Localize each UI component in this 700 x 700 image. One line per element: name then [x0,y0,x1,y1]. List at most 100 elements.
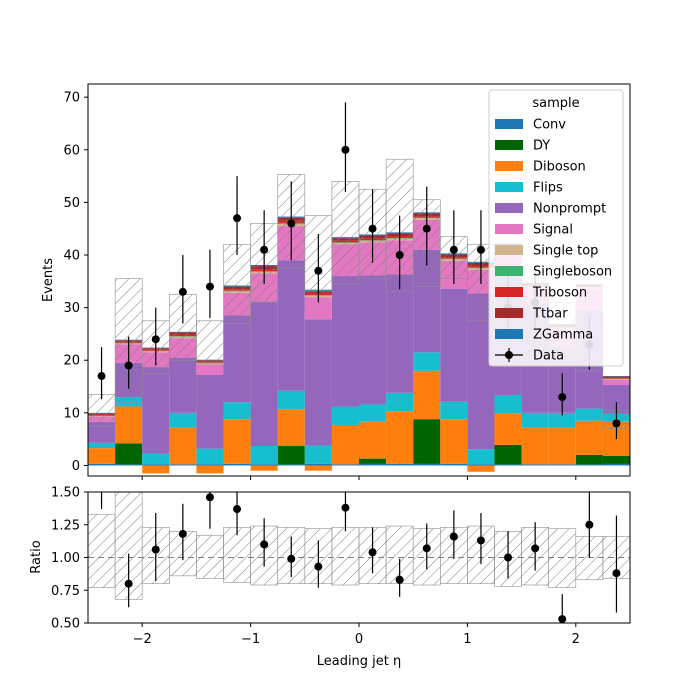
bar-nonprompt [250,301,278,447]
x-tick-label: 1 [463,632,471,647]
y-tick-label: 0 [72,459,80,474]
ratio-point [531,544,540,553]
legend: sample Conv DY Diboson Flips Nonprompt Signal… [488,89,624,367]
ratio-y-tick-label: 0.50 [51,617,80,632]
bar-diboson [196,465,224,474]
bar-flips [386,392,414,412]
data-point [124,361,133,370]
bar-flips [575,408,603,421]
bar-conv [602,463,630,466]
bar-diboson [169,427,197,465]
bar-flips [250,446,278,465]
bar-conv [304,463,332,466]
bar-triboson [602,377,630,379]
x-tick-label: 0 [355,632,363,647]
bar-flips [467,449,495,465]
bar-conv [575,464,603,466]
bar-nonprompt [304,319,332,446]
data-point [449,245,458,254]
bar-conv [413,463,441,466]
bar-conv [386,463,414,466]
x-tick-label: −2 [133,632,152,647]
data-point [314,266,323,275]
ratio-point [151,545,160,554]
legend-swatch [495,245,523,255]
ratio-point [205,493,214,502]
bar-singleboson [602,378,630,380]
ratio-point [233,505,242,514]
bar-conv [331,464,359,466]
bar-diboson [250,465,278,471]
ratio-y-tick-label: 1.50 [51,486,80,501]
legend-label: Ttbar [532,307,568,322]
legend-swatch [495,224,523,234]
bar-diboson [575,420,603,455]
ratio-point [124,579,133,588]
bar-zgamma [602,376,630,377]
legend-label: DY [533,139,550,154]
legend-items: Conv DY Diboson Flips Nonprompt Signal Single … [495,118,612,364]
bar-flips [223,402,251,420]
bar-conv [115,464,143,466]
bar-diboson [548,427,576,465]
bar-conv [88,463,116,466]
y-tick-label: 40 [63,249,80,264]
bar-diboson [115,406,143,444]
data-point [476,245,485,254]
bar-signal [196,364,224,375]
legend-label: Single top [533,244,598,259]
bar-conv [169,464,197,466]
data-point [205,282,214,291]
bar-nonprompt [386,274,414,393]
legend-label: Diboson [533,160,586,175]
bar-diboson [142,465,170,474]
data-point [422,224,431,233]
bar-diboson [359,421,387,459]
ratio-uncertainty-band-bin [331,527,360,586]
bar-conv [548,464,576,466]
uncertainty-band-bin [196,320,224,364]
x-tick-label: 2 [572,632,580,647]
bar-dy [413,419,441,464]
bar-diboson [467,465,495,472]
y-tick-label: 70 [63,91,80,106]
bar-flips [142,453,170,465]
ratio-point [314,562,323,571]
bar-nonprompt [196,374,224,449]
ratio-point [612,569,621,578]
data-point [151,335,160,344]
legend-label: Singleboson [533,265,612,280]
bar-flips [277,390,305,410]
legend-title: sample [532,96,579,111]
ratio-uncertainty-band-bin [196,534,224,579]
legend-swatch [495,287,523,297]
ratio-point [287,554,296,563]
bar-flips [169,412,197,428]
legend-label: Triboson [532,286,587,301]
ratio-y-axis-label: Ratio [29,540,44,573]
bar-conv [440,463,468,466]
legend-swatch [495,161,523,171]
y-tick-label: 30 [63,301,80,316]
legend-data-marker [505,351,513,359]
y-tick-label: 60 [63,143,80,158]
data-point [287,219,296,228]
bar-flips [413,352,441,371]
y-tick-label: 10 [63,406,80,421]
ratio-point [260,540,269,549]
bar-diboson [277,409,305,447]
legend-label: ZGamma [533,328,593,343]
legend-label: Flips [533,181,563,196]
bar-dy [359,458,387,464]
bar-dy [115,443,143,465]
ratio-point [368,548,377,557]
legend-label: Data [533,349,564,364]
bar-nonprompt [277,260,305,391]
legend-swatch [495,119,523,129]
y-tick-label: 50 [63,196,80,211]
bar-flips [440,401,468,420]
bar-diboson [494,413,522,445]
ratio-y-tick-label: 1.25 [51,518,80,533]
bar-conv [359,463,387,466]
